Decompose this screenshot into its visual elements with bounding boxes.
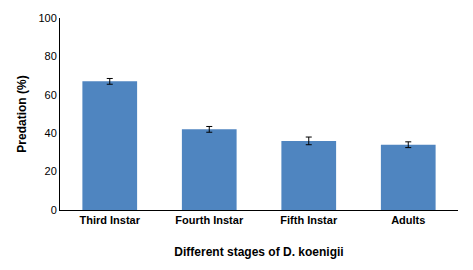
svg-text:80: 80 <box>45 50 57 62</box>
svg-text:40: 40 <box>45 127 57 139</box>
svg-text:20: 20 <box>45 165 57 177</box>
svg-text:Adults: Adults <box>391 214 425 226</box>
svg-text:Different stages of D. koenigi: Different stages of D. koenigii <box>174 245 343 259</box>
svg-text:Predation (%): Predation (%) <box>15 75 29 152</box>
svg-text:Fourth Instar: Fourth Instar <box>175 214 244 226</box>
svg-text:Third Instar: Third Instar <box>79 214 140 226</box>
svg-text:100: 100 <box>38 12 56 24</box>
svg-text:Fifth Instar: Fifth Instar <box>280 214 338 226</box>
svg-text:60: 60 <box>45 89 57 101</box>
svg-text:0: 0 <box>51 204 57 216</box>
